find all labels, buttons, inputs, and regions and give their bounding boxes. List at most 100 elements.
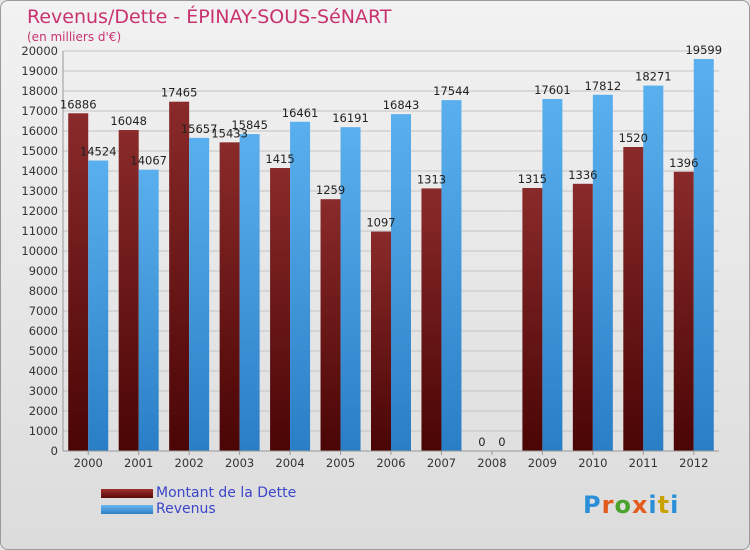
bar-debt-2006 — [371, 231, 391, 451]
data-label-debt-2004: 1415 — [265, 152, 294, 166]
y-tick-label: 15000 — [21, 144, 58, 158]
data-label-revenue-2009: 17601 — [534, 83, 571, 97]
x-tick-label: 2010 — [578, 456, 607, 470]
data-label-debt-2006: 1097 — [366, 216, 395, 230]
x-tick-label: 2005 — [326, 456, 355, 470]
y-tick-label: 3000 — [29, 384, 58, 398]
y-tick-label: 8000 — [29, 284, 58, 298]
y-tick-label: 13000 — [21, 184, 58, 198]
y-tick-label: 4000 — [29, 364, 58, 378]
bar-debt-2004 — [270, 168, 291, 451]
data-label-debt-2011: 1520 — [619, 131, 648, 145]
bar-debt-2000 — [68, 113, 89, 451]
x-tick-label: 2008 — [477, 456, 506, 470]
data-label-revenue-2010: 17812 — [585, 79, 622, 93]
data-label-revenue-2002: 15657 — [181, 122, 218, 136]
data-label-revenue-2006: 16843 — [383, 98, 420, 112]
y-tick-label: 11000 — [21, 224, 58, 238]
x-tick-label: 2011 — [629, 456, 658, 470]
x-tick-label: 2004 — [275, 456, 304, 470]
data-label-revenue-2003: 15845 — [231, 118, 268, 132]
bar-debt-2002 — [169, 101, 190, 451]
x-axis: 2000 2001 2002 2003 2004 2005 2006 2007 2008 2009… — [63, 450, 719, 470]
bar-revenue-2010 — [592, 94, 613, 451]
data-label-debt-2010: 1336 — [568, 168, 597, 182]
y-tick-label: 20000 — [21, 44, 58, 58]
y-tick-label: 0 — [51, 444, 58, 458]
proxiti-logo: Proxiti — [583, 491, 679, 519]
y-tick-label: 2000 — [29, 404, 58, 418]
data-label-debt-2000: 16886 — [60, 97, 97, 111]
y-tick-label: 12000 — [21, 204, 58, 218]
data-label-revenue-2005: 16191 — [332, 111, 369, 125]
bar-revenue-2006 — [391, 114, 411, 451]
bar-debt-2011 — [623, 147, 644, 451]
y-tick-label: 19000 — [21, 64, 58, 78]
y-tick-label: 14000 — [21, 164, 58, 178]
data-labels: 16886 14524 16048 14067 17465 156571543315845… — [60, 43, 722, 449]
data-label-debt-2005: 1259 — [316, 183, 345, 197]
bar-revenue-2011 — [643, 85, 664, 451]
chart-subtitle: (en milliers d'€) — [27, 30, 122, 44]
x-tick-label: 2003 — [225, 456, 254, 470]
legend-swatch-revenue — [101, 505, 153, 514]
y-tick-label: 9000 — [29, 264, 58, 278]
data-label-revenue-2008: 0 — [498, 435, 505, 449]
x-tick-label: 2007 — [427, 456, 456, 470]
y-tick-label: 16000 — [21, 124, 58, 138]
logo-letter: i — [648, 491, 658, 519]
bars — [68, 59, 714, 452]
logo-letter: o — [614, 491, 632, 519]
bar-revenue-2012 — [693, 59, 714, 452]
data-label-revenue-2001: 14067 — [130, 154, 167, 168]
data-label-debt-2002: 17465 — [161, 86, 198, 100]
legend-label-debt: Montant de la Dette — [156, 485, 297, 501]
data-label-debt-2009: 1315 — [518, 172, 547, 186]
data-label-debt-2012: 1396 — [669, 156, 698, 170]
x-tick-label: 2002 — [175, 456, 204, 470]
x-tick-label: 2006 — [376, 456, 405, 470]
y-axis: 0 1000 2000 3000 4000 5000 6000 7000 8000 9000 100… — [21, 44, 64, 458]
bar-debt-2005 — [320, 199, 341, 451]
data-label-revenue-2004: 16461 — [282, 106, 319, 120]
bar-revenue-2000 — [88, 160, 109, 451]
logo-letter: P — [583, 491, 602, 519]
y-tick-label: 10000 — [21, 244, 58, 258]
x-tick-label: 2012 — [679, 456, 708, 470]
x-tick-label: 2001 — [124, 456, 153, 470]
data-label-revenue-2007: 17544 — [433, 84, 470, 98]
logo-letter: r — [601, 491, 615, 519]
x-tick-label: 2000 — [74, 456, 103, 470]
y-tick-label: 5000 — [29, 344, 58, 358]
bar-debt-2009 — [522, 188, 543, 451]
data-label-debt-2003: 15433 — [211, 126, 248, 140]
logo-letter: i — [670, 491, 680, 519]
bar-revenue-2004 — [290, 121, 311, 451]
bar-revenue-2007 — [441, 100, 462, 452]
bar-debt-2010 — [572, 183, 593, 452]
y-tick-label: 1000 — [29, 424, 58, 438]
bar-debt-2001 — [118, 130, 139, 452]
data-label-debt-2008: 0 — [478, 435, 485, 449]
bar-revenue-2001 — [138, 169, 159, 451]
chart-title: Revenus/Dette - ÉPINAY-SOUS-SéNART — [27, 6, 392, 28]
y-tick-label: 17000 — [21, 104, 58, 118]
bar-debt-2007 — [421, 188, 442, 451]
bar-revenue-2003 — [239, 134, 260, 451]
legend-label-revenue: Revenus — [156, 501, 216, 517]
y-tick-label: 7000 — [29, 304, 58, 318]
legend-swatch-debt — [101, 489, 153, 498]
bar-revenue-2005 — [340, 127, 361, 452]
y-tick-label: 18000 — [21, 84, 58, 98]
data-label-revenue-2011: 18271 — [635, 70, 672, 84]
bar-revenue-2002 — [189, 137, 210, 452]
data-label-debt-2007: 1313 — [417, 172, 446, 186]
bar-debt-2003 — [219, 142, 240, 451]
y-tick-label: 6000 — [29, 324, 58, 338]
data-label-revenue-2000: 14524 — [80, 145, 117, 159]
bar-debt-2012 — [673, 171, 694, 452]
data-label-revenue-2012: 19599 — [685, 43, 722, 57]
data-label-debt-2001: 16048 — [110, 114, 147, 128]
